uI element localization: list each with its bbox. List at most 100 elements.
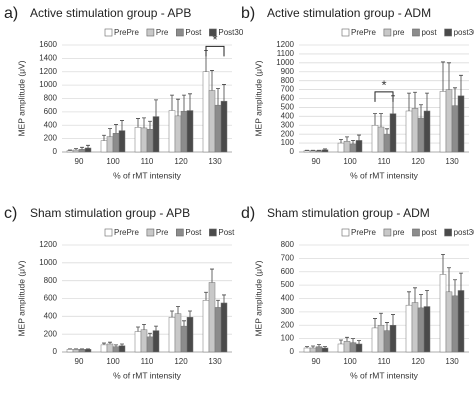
error-bar <box>339 339 343 344</box>
bar <box>309 150 317 153</box>
bar <box>303 347 311 353</box>
x-tick-label: 100 <box>343 357 357 366</box>
bar <box>315 150 323 153</box>
bar <box>72 349 80 353</box>
error-bar <box>148 120 152 130</box>
error-bar <box>136 326 140 332</box>
bar <box>445 291 453 353</box>
bar <box>439 91 447 153</box>
error-bar <box>74 148 78 150</box>
x-tick-label: 120 <box>411 357 425 366</box>
error-bar <box>413 287 417 303</box>
bar <box>309 347 317 353</box>
panel-label: d) <box>241 205 255 222</box>
x-tick-label: 120 <box>411 157 425 166</box>
error-bar <box>136 118 140 128</box>
bar <box>140 329 148 353</box>
y-axis-label: MEP amplitude (μV) <box>253 260 263 336</box>
bar <box>202 300 210 353</box>
bar <box>417 307 425 353</box>
error-bar <box>182 320 186 327</box>
x-tick-label: 130 <box>445 357 459 366</box>
legend-swatch <box>176 28 184 37</box>
error-bar <box>108 128 112 137</box>
error-bar <box>108 341 112 344</box>
panel: d) Sham stimulation group - ADM 0 100 200 300… <box>241 205 474 380</box>
error-bar <box>425 290 429 307</box>
legend-label: PrePre <box>351 228 376 237</box>
error-bar <box>188 93 192 111</box>
legend-label: Post <box>185 228 202 237</box>
error-bar <box>120 120 124 131</box>
legend-label: pre <box>393 228 405 237</box>
legend-swatch <box>444 228 452 237</box>
x-tick-label: 90 <box>75 157 84 166</box>
bar <box>355 343 363 353</box>
panel-label: a) <box>4 5 18 22</box>
bar <box>100 140 108 153</box>
y-tick-label: 800 <box>44 276 58 285</box>
bar <box>457 95 465 153</box>
error-bar <box>373 318 377 328</box>
y-tick-label: 800 <box>44 94 58 103</box>
error-bar <box>170 310 174 318</box>
bar <box>343 141 351 153</box>
error-bar <box>210 70 214 91</box>
x-tick-label: 130 <box>445 157 459 166</box>
bar <box>66 349 74 353</box>
bar <box>423 110 431 153</box>
x-tick-label: 110 <box>378 357 391 366</box>
legend-swatch <box>412 228 420 237</box>
error-bar <box>357 340 361 344</box>
bar <box>451 295 459 353</box>
error-bar <box>441 253 445 275</box>
y-tick-label: 400 <box>281 294 295 303</box>
y-tick-label: 500 <box>281 280 295 289</box>
legend-swatch <box>383 228 392 237</box>
error-bar <box>176 98 180 116</box>
error-bar <box>170 94 174 111</box>
legend-label: Post <box>218 228 235 237</box>
y-tick-label: 1000 <box>39 258 57 267</box>
bar <box>112 133 120 153</box>
y-tick-label: 300 <box>281 120 295 129</box>
annotation: * <box>381 77 386 92</box>
y-axis-label: MEP amplitude (μV) <box>16 260 26 336</box>
bar <box>371 125 379 153</box>
bar <box>118 130 126 153</box>
bar <box>383 330 391 353</box>
bar <box>186 316 194 353</box>
legend-label: PrePre <box>351 28 376 37</box>
y-tick-label: 100 <box>281 334 295 343</box>
x-tick-label: 90 <box>312 357 321 366</box>
y-tick-label: 100 <box>281 138 295 147</box>
legend-swatch <box>341 28 350 37</box>
legend-label: PrePre <box>114 228 139 237</box>
legend-swatch <box>146 28 155 37</box>
bar <box>208 282 216 353</box>
x-tick-label: 130 <box>208 357 222 366</box>
y-tick-label: 200 <box>281 129 295 138</box>
legend-swatch <box>341 228 350 237</box>
legend-swatch <box>104 28 113 37</box>
panel: c) Sham stimulation group - APB 0 200 400 600… <box>4 205 235 380</box>
error-bar <box>419 104 423 119</box>
legend-swatch <box>444 28 452 37</box>
bar <box>423 306 431 353</box>
legend-swatch <box>383 28 392 37</box>
y-tick-label: 600 <box>281 267 295 276</box>
legend-label: post <box>421 28 437 37</box>
bar <box>411 108 419 153</box>
legend-label: post <box>421 228 437 237</box>
error-bar <box>407 291 411 306</box>
legend-label: Post <box>185 28 202 37</box>
x-tick-label: 100 <box>343 157 357 166</box>
bar <box>377 325 385 353</box>
y-tick-label: 1000 <box>39 80 57 89</box>
error-bar <box>351 140 355 144</box>
y-tick-label: 1200 <box>39 240 57 249</box>
chart-title: Sham stimulation group - APB <box>30 206 190 220</box>
x-tick-label: 120 <box>174 157 188 166</box>
y-tick-label: 600 <box>44 107 58 116</box>
